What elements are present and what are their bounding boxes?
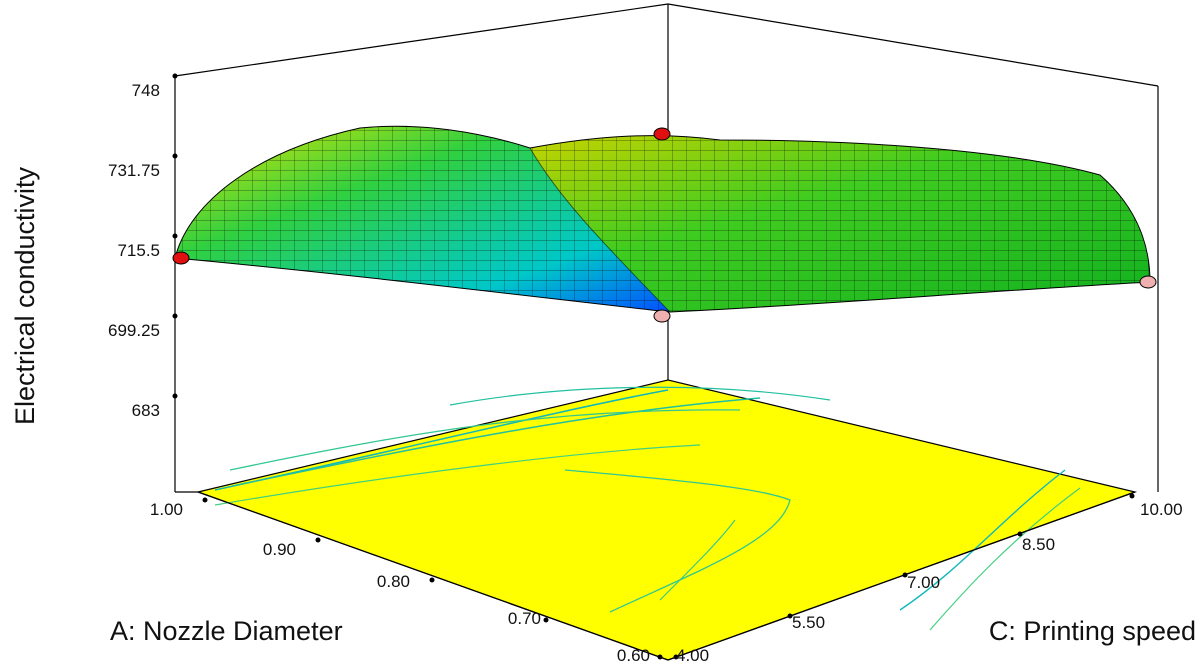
x-tick-label: 1.00 xyxy=(150,500,183,519)
x-axis: 1.00 0.90 0.80 0.70 0.60 xyxy=(150,497,663,664)
contour-floor xyxy=(195,379,1138,661)
surface-outline xyxy=(174,125,1151,313)
z-axis: 748 731.75 715.5 699.25 683 xyxy=(108,73,178,420)
contour-line xyxy=(229,409,741,471)
contour-line xyxy=(214,444,701,506)
surface-ridge xyxy=(529,147,671,313)
design-point xyxy=(653,309,671,323)
design-point xyxy=(172,251,190,265)
design-points xyxy=(172,127,1157,323)
y-tick-label: 8.50 xyxy=(1022,535,1055,554)
surface-mesh-left xyxy=(175,126,670,313)
design-point xyxy=(653,127,671,141)
y-tick-label: 7.00 xyxy=(907,573,940,592)
contour-line xyxy=(231,397,761,487)
y-axis: 4.00 5.50 7.00 8.50 10.00 xyxy=(673,493,1183,664)
surface-mesh-right xyxy=(530,135,1150,312)
x-axis-title: A: Nozzle Diameter xyxy=(110,616,343,646)
y-tick-label: 5.50 xyxy=(792,613,825,632)
contour-line xyxy=(564,469,791,613)
x-tick-label: 0.60 xyxy=(617,646,650,664)
y-tick-label: 10.00 xyxy=(1140,500,1183,519)
z-tick-label: 699.25 xyxy=(108,321,160,340)
z-tick-label: 715.5 xyxy=(117,241,160,260)
contour-line xyxy=(659,519,736,601)
z-tick-label: 683 xyxy=(132,401,160,420)
front-axes xyxy=(197,491,1136,661)
x-tick-label: 0.80 xyxy=(377,572,410,591)
contour-line xyxy=(899,469,1066,611)
x-tick-label: 0.90 xyxy=(263,540,296,559)
response-surface xyxy=(174,125,1151,313)
z-tick-label: 748 xyxy=(132,81,160,100)
y-axis-title: C: Printing speed xyxy=(989,616,1196,646)
z-axis-title: Electrical conductivity xyxy=(10,166,40,425)
y-tick-label: 4.00 xyxy=(676,646,709,664)
x-tick-label: 0.70 xyxy=(508,609,541,628)
contour-line xyxy=(929,487,1081,631)
z-tick-label: 731.75 xyxy=(108,161,160,180)
design-point xyxy=(1139,275,1157,289)
contour-line xyxy=(449,386,831,406)
